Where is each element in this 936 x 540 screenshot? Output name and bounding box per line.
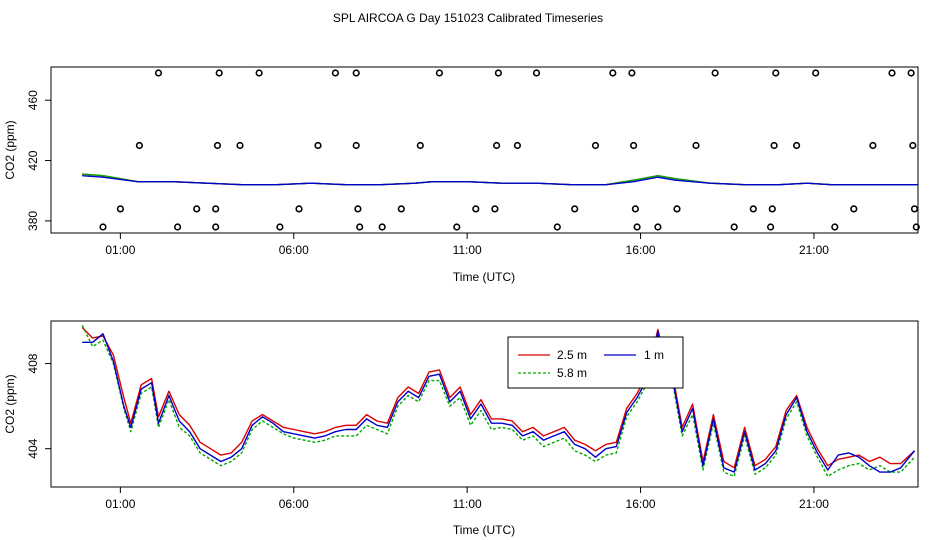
scatter-point: [812, 69, 820, 77]
legend-label-5p8m: 5.8 m: [557, 366, 587, 380]
scatter-point: [768, 205, 776, 213]
scatter-point: [174, 223, 182, 231]
scatter-point: [772, 69, 780, 77]
series-line-1-m: [82, 330, 916, 473]
y-tick-label: 420: [26, 150, 40, 170]
bottom-x-axis-label: Time (UTC): [453, 523, 515, 537]
scatter-point: [212, 223, 220, 231]
scatter-point: [472, 205, 480, 213]
scatter-point: [493, 141, 501, 150]
x-tick-label: 06:00: [279, 243, 309, 257]
top-x-axis-label: Time (UTC): [453, 270, 515, 284]
scatter-point: [654, 223, 662, 231]
scatter-point: [673, 205, 681, 213]
scatter-point: [730, 223, 738, 231]
series-line-2-5-m: [81, 326, 915, 469]
x-tick-label: 11:00: [453, 243, 482, 257]
bottom-y-axis-label: CO2 (ppm): [3, 374, 17, 433]
scatter-point: [553, 223, 561, 231]
scatter-point: [631, 205, 640, 213]
top-panel: 01:00 06:00 11:00 16:00 21:00 380 420 460 Time …: [3, 66, 920, 284]
scatter-point: [397, 205, 405, 213]
scatter-point: [907, 69, 915, 77]
scatter-point: [416, 141, 424, 150]
legend-label-1m: 1 m: [644, 348, 664, 362]
scatter-point: [770, 141, 778, 150]
scatter-point: [749, 205, 757, 213]
bottom-plot-frame: [50, 320, 919, 488]
scatter-point: [295, 205, 303, 213]
scatter-point: [850, 205, 858, 213]
bottom-panel: 01:00 06:00 11:00 16:00 21:00 404 408 Time (UT…: [3, 320, 919, 537]
scatter-point: [99, 223, 107, 231]
scatter-point: [692, 141, 700, 150]
scatter-point: [352, 141, 360, 150]
legend-label-2p5m: 2.5 m: [557, 348, 587, 362]
scatter-point: [213, 141, 222, 150]
scatter-point: [766, 223, 775, 231]
x-tick-label: 16:00: [626, 497, 656, 511]
top-axis-ticks: 01:00 06:00 11:00 16:00 21:00 380 420 460: [26, 90, 829, 257]
scatter-point: [435, 69, 444, 77]
x-tick-label: 21:00: [799, 497, 829, 511]
bottom-series-lines: [81, 324, 916, 478]
scatter-point: [888, 69, 896, 77]
scatter-point: [909, 141, 917, 150]
x-tick-label: 06:00: [279, 497, 309, 511]
scatter-point: [591, 141, 600, 150]
top-series-lines: [82, 173, 918, 186]
scatter-point: [354, 205, 362, 213]
top-scatter-points: [99, 69, 920, 231]
scatter-point: [792, 141, 801, 150]
scatter-point: [831, 223, 839, 231]
scatter-point: [633, 223, 641, 231]
x-tick-label: 16:00: [626, 243, 656, 257]
x-tick-label: 11:00: [453, 497, 482, 511]
scatter-point: [314, 141, 322, 150]
scatter-point: [491, 205, 499, 213]
y-tick-label: 380: [26, 211, 40, 231]
series-line-2: [82, 175, 918, 186]
scatter-point: [331, 69, 340, 77]
scatter-point: [711, 69, 719, 77]
figure-title: SPL AIRCOA G Day 151023 Calibrated Times…: [333, 11, 603, 25]
x-tick-label: 21:00: [799, 243, 829, 257]
scatter-point: [212, 205, 220, 213]
scatter-point: [513, 141, 522, 150]
x-tick-label: 01:00: [105, 243, 135, 257]
y-tick-label: 460: [26, 90, 40, 110]
legend: 2.5 m 5.8 m 1 m: [507, 336, 684, 389]
scatter-point: [255, 69, 263, 77]
scatter-point: [276, 223, 284, 231]
scatter-point: [571, 205, 579, 213]
scatter-point: [532, 69, 541, 77]
series-line-5-8-m: [81, 324, 916, 478]
scatter-point: [193, 205, 201, 213]
top-y-axis-label: CO2 (ppm): [3, 120, 17, 179]
bottom-axis-ticks: 01:00 06:00 11:00 16:00 21:00 404 408: [26, 353, 829, 511]
scatter-point: [378, 223, 386, 231]
scatter-point: [356, 223, 364, 231]
top-plot-frame: [50, 66, 919, 234]
scatter-point: [869, 141, 877, 150]
scatter-point: [154, 69, 163, 77]
scatter-point: [236, 141, 244, 150]
y-tick-label: 408: [26, 353, 40, 373]
scatter-point: [912, 223, 920, 231]
x-tick-label: 01:00: [105, 497, 135, 511]
scatter-point: [215, 69, 223, 77]
scatter-point: [910, 205, 919, 213]
scatter-point: [116, 205, 124, 213]
scatter-point: [453, 223, 461, 231]
scatter-point: [628, 69, 636, 77]
scatter-point: [135, 141, 143, 150]
scatter-point: [494, 69, 503, 77]
y-tick-label: 404: [26, 438, 40, 458]
legend-box: [507, 336, 684, 389]
scatter-point: [352, 69, 360, 77]
scatter-point: [609, 69, 617, 77]
scatter-point: [629, 141, 638, 150]
